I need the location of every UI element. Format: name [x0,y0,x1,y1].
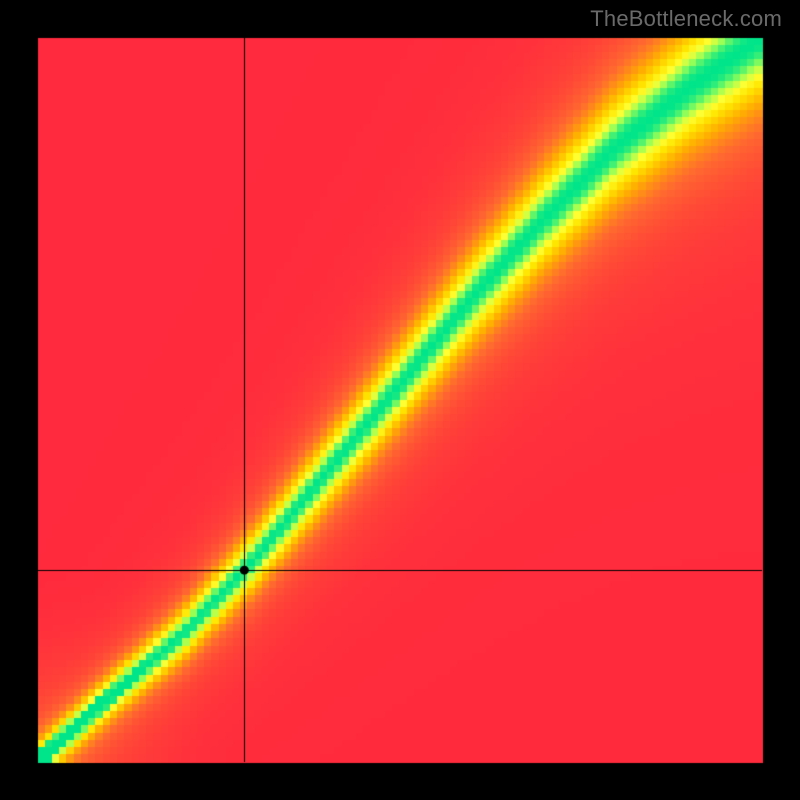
bottleneck-heatmap [0,0,800,800]
watermark-text: TheBottleneck.com [590,6,782,32]
chart-container: TheBottleneck.com [0,0,800,800]
